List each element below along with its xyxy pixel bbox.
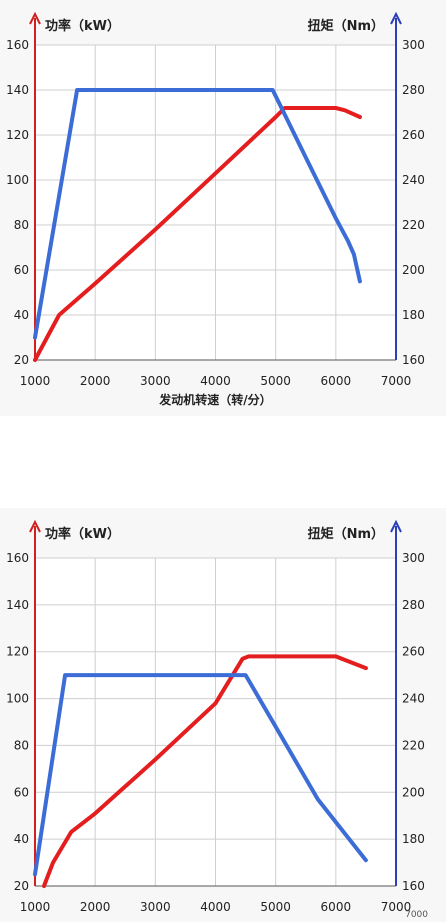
right-tick-label: 180 [402,308,425,322]
right-tick-label: 300 [402,551,425,565]
right-tick-label: 200 [402,263,425,277]
power-curve-line [33,106,362,362]
left-axis-title: 功率（kW） [45,18,120,34]
power-curve-line [42,654,368,888]
left-tick-label: 20 [14,353,29,367]
x-tick-label: 2000 [80,374,111,388]
power-torque-chart-bottom: 20 40 60 80 100 120 140 160 160 180 200 220 240 260 28… [6,519,425,914]
right-tick-label: 280 [402,598,425,612]
left-tick-label: 140 [6,598,29,612]
x-tick-label: 6000 [321,900,352,914]
x-tick-label: 1000 [20,374,51,388]
left-tick-label: 60 [14,263,29,277]
x-tick-label: 3000 [140,374,171,388]
x-tick-label: 2000 [80,900,111,914]
right-tick-label: 180 [402,832,425,846]
left-tick-label: 160 [6,38,29,52]
left-tick-label: 140 [6,83,29,97]
right-axis-title: 扭矩（Nm） [308,526,384,542]
right-tick-label: 260 [402,128,425,142]
x-tick-label: 7000 [381,900,412,914]
right-tick-label: 240 [402,173,425,187]
left-tick-label: 120 [6,128,29,142]
right-tick-label: 280 [402,83,425,97]
right-tick-label: 220 [402,738,425,752]
x-tick-label: 6000 [321,374,352,388]
left-tick-label: 40 [14,308,29,322]
left-tick-label: 40 [14,832,29,846]
right-tick-label: 220 [402,218,425,232]
right-tick-label: 200 [402,785,425,799]
chart-panel-bottom: 20 40 60 80 100 120 140 160 160 180 200 220 240 260 28… [0,508,446,922]
x-tick-label: 5000 [260,900,291,914]
left-tick-label: 160 [6,551,29,565]
x-tick-label: 4000 [200,374,231,388]
right-tick-label: 300 [402,38,425,52]
right-tick-label: 160 [402,353,425,367]
right-tick-label: 260 [402,645,425,659]
x-tick-label: 1000 [20,900,51,914]
right-axis-arrow-icon [390,519,402,533]
left-tick-label: 20 [14,879,29,893]
x-tick-label: 4000 [200,900,231,914]
left-tick-label: 100 [6,692,29,706]
chart-panel-top: 20 40 60 80 100 120 140 160 160 180 200 220 240 260 28… [0,0,446,416]
left-tick-label: 80 [14,738,29,752]
left-tick-label: 100 [6,173,29,187]
torque-curve-line [33,88,362,340]
x-tick-label: 3000 [140,900,171,914]
left-tick-label: 120 [6,645,29,659]
right-axis-arrow-icon [390,11,402,25]
left-tick-label: 80 [14,218,29,232]
watermark: 7000 [405,910,428,920]
x-tick-label: 7000 [381,374,412,388]
x-axis-title: 发动机转速（转/分） [158,392,271,407]
right-axis-title: 扭矩（Nm） [308,18,384,34]
left-axis-arrow-icon [29,11,41,25]
left-axis-title: 功率（kW） [45,526,120,542]
right-tick-label: 160 [402,879,425,893]
left-axis-arrow-icon [29,519,41,533]
power-torque-chart-top: 20 40 60 80 100 120 140 160 160 180 200 220 240 260 28… [6,11,425,407]
torque-curve-line [33,673,368,877]
left-tick-label: 60 [14,785,29,799]
x-tick-label: 5000 [260,374,291,388]
right-tick-label: 240 [402,692,425,706]
